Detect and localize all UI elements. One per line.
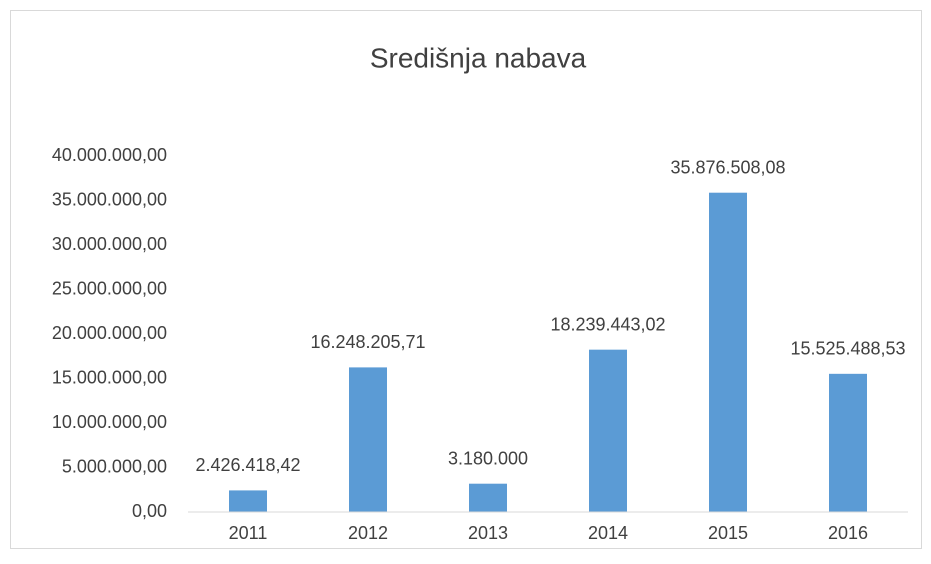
x-tick-label: 2011 [229, 523, 268, 543]
data-label: 15.525.488,53 [790, 339, 905, 359]
y-tick-label: 25.000.000,00 [52, 278, 167, 298]
data-label: 35.876.508,08 [670, 157, 785, 177]
bar [829, 373, 867, 512]
data-label: 18.239.443,02 [550, 314, 665, 334]
y-tick-label: 0,00 [132, 501, 167, 521]
x-tick-label: 2013 [468, 523, 508, 543]
bar [349, 367, 387, 512]
y-tick-label: 40.000.000,00 [52, 145, 167, 165]
y-tick-label: 10.000.000,00 [52, 412, 167, 432]
bar [469, 483, 507, 512]
data-label: 3.180.000 [448, 448, 528, 468]
chart-title: Središnja nabava [370, 42, 587, 73]
y-tick-label: 30.000.000,00 [52, 234, 167, 254]
data-label: 16.248.205,71 [310, 332, 425, 352]
data-label: 2.426.418,42 [195, 455, 300, 475]
chart-border [10, 10, 922, 549]
y-tick-label: 20.000.000,00 [52, 323, 167, 343]
x-tick-label: 2012 [348, 523, 388, 543]
bar [709, 192, 747, 512]
x-tick-label: 2014 [588, 523, 628, 543]
bar [589, 349, 627, 512]
y-tick-label: 35.000.000,00 [52, 189, 167, 209]
x-tick-label: 2016 [828, 523, 868, 543]
bar [229, 490, 267, 512]
x-tick-label: 2015 [708, 523, 748, 543]
y-tick-label: 15.000.000,00 [52, 367, 167, 387]
y-tick-label: 5.000.000,00 [62, 456, 167, 476]
